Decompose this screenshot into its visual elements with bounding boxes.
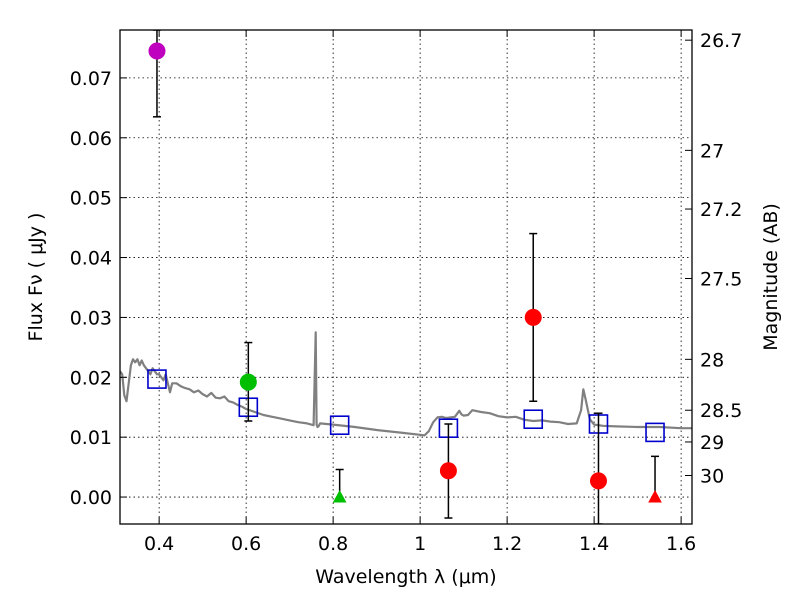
y-tick-label: 0.01 xyxy=(70,427,112,449)
y-axis-label: Flux Fν ( μJy ) xyxy=(25,213,47,342)
x-tick-label: 0.4 xyxy=(144,533,174,555)
y-axis-ticks: 0.00 0.01 0.02 0.03 0.04 0.05 0.06 0.07 xyxy=(70,68,127,509)
right-tick-label: 27 xyxy=(700,140,724,162)
right-axis-ticks: 26.7 27 27.2 27.5 28 28.5 29 30 xyxy=(685,30,742,487)
x-axis-ticks: 0.4 0.6 0.8 1 1.2 1.4 1.6 xyxy=(144,30,696,555)
y-tick-label: 0.00 xyxy=(70,487,112,509)
y-tick-label: 0.06 xyxy=(70,128,112,150)
x-tick-label: 1.2 xyxy=(492,533,522,555)
upper-limit-triangle xyxy=(648,490,662,503)
right-tick-label: 27.2 xyxy=(700,199,742,221)
y-tick-label: 0.03 xyxy=(70,307,112,329)
right-tick-label: 27.5 xyxy=(700,268,742,290)
observed-flux-point xyxy=(589,472,607,490)
x-axis-label: Wavelength λ (μm) xyxy=(315,566,496,588)
model-band-square xyxy=(645,422,665,443)
right-tick-label: 26.7 xyxy=(700,30,742,52)
y-tick-label: 0.05 xyxy=(70,188,112,210)
observed-flux-point xyxy=(439,462,457,480)
plot-frame xyxy=(119,29,693,525)
y-tick-label: 0.04 xyxy=(70,248,112,270)
x-tick-label: 1 xyxy=(414,533,426,555)
right-tick-label: 28.5 xyxy=(700,400,742,422)
upper-limit-triangle xyxy=(332,490,347,503)
right-axis-label: Magnitude (AB) xyxy=(760,203,782,351)
x-tick-label: 1.4 xyxy=(579,533,609,555)
model-band-square xyxy=(523,409,544,430)
x-tick-label: 1.6 xyxy=(666,533,696,555)
y-tick-label: 0.02 xyxy=(70,367,112,389)
model-band-square xyxy=(329,415,350,436)
grid xyxy=(120,30,692,524)
y-tick-label: 0.07 xyxy=(70,68,112,90)
x-tick-label: 0.6 xyxy=(231,533,261,555)
model-band-square xyxy=(147,369,167,389)
observed-points xyxy=(148,30,662,524)
right-tick-label: 28 xyxy=(700,349,724,371)
observed-flux-point xyxy=(148,42,166,60)
observed-flux-point xyxy=(239,373,257,391)
x-tick-label: 0.8 xyxy=(318,533,348,555)
observed-flux-point xyxy=(524,308,542,326)
right-tick-label: 30 xyxy=(700,465,724,487)
right-tick-label: 29 xyxy=(700,432,724,454)
